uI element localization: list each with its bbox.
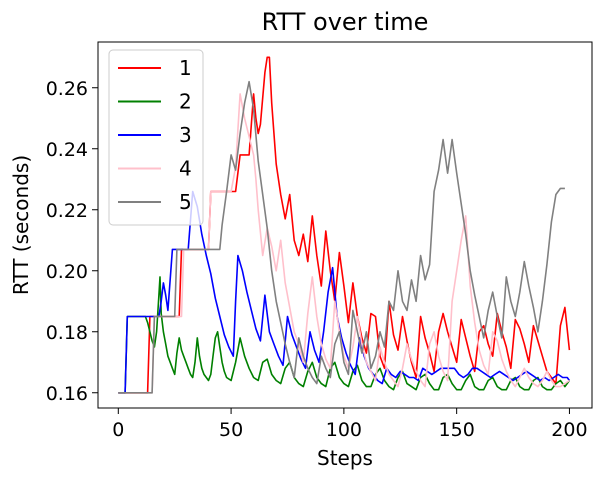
axes-ticks: 0 50 100 150 200 0.16 0.18 0.20 0.22 0.24 0.26 [46,78,588,441]
legend-label-5: 5 [179,190,192,214]
y-axis-label: RTT (seconds) [9,155,33,295]
y-tick-label: 0.22 [46,200,88,222]
y-tick-label: 0.24 [46,139,88,161]
x-tick-label: 150 [439,419,475,441]
x-tick-label: 100 [326,419,362,441]
y-tick-label: 0.20 [46,261,88,283]
legend-label-2: 2 [179,90,192,114]
y-tick-label: 0.16 [46,383,88,405]
legend: 1 2 3 4 5 [108,49,204,226]
legend-label-4: 4 [179,157,192,181]
series-line-1 [118,56,571,394]
series-line-3 [118,190,571,394]
x-tick-label: 200 [551,419,587,441]
legend-box [108,49,204,226]
plot-lines [118,56,571,394]
x-tick-label: 0 [112,419,124,441]
legend-label-1: 1 [179,56,192,80]
x-tick-label: 50 [219,419,243,441]
plot-frame [97,41,593,409]
x-axis-label: Steps [317,446,373,470]
legend-label-3: 3 [179,123,192,147]
chart-title: RTT over time [262,8,429,36]
series-line-2 [118,276,571,394]
y-tick-label: 0.18 [46,322,88,344]
series-line-4 [118,93,570,394]
y-tick-label: 0.26 [46,78,88,100]
series-line-5 [118,80,565,394]
